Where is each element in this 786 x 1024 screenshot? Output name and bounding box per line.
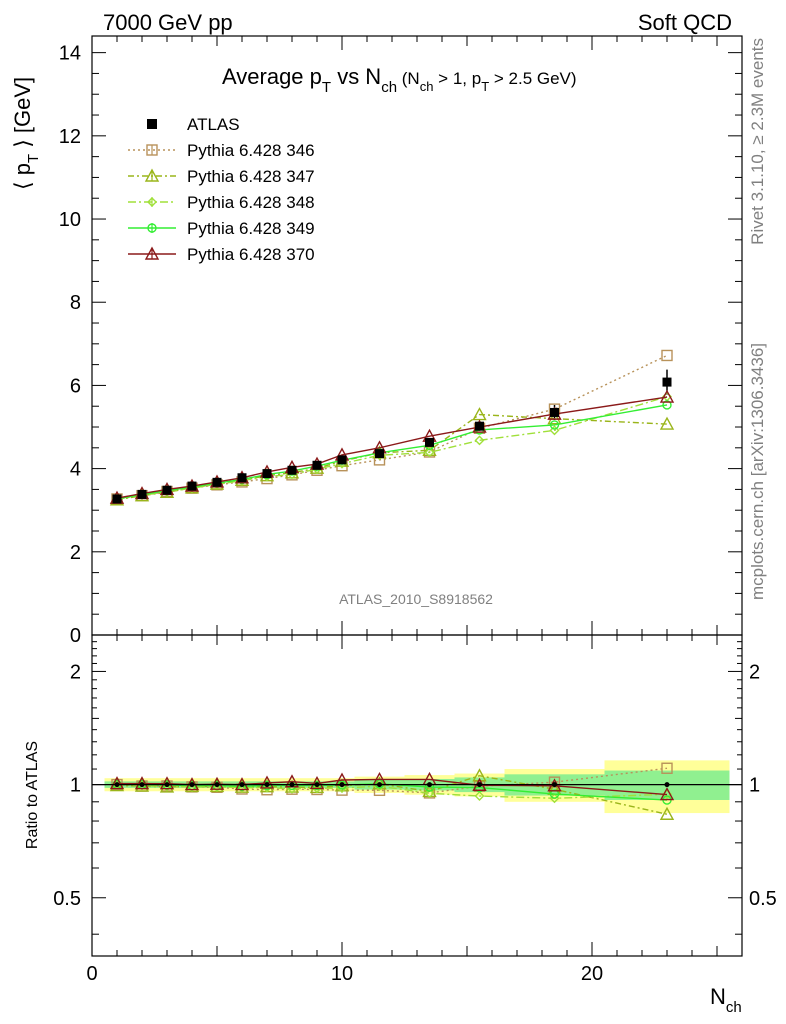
legend-label: Pythia 6.428 349 bbox=[187, 219, 315, 238]
x-tick-label: 20 bbox=[581, 963, 603, 985]
ratio-tick-label-right: 2 bbox=[749, 661, 760, 683]
marker-triangle bbox=[309, 775, 325, 790]
legend-item-1: Pythia 6.428 346 bbox=[128, 141, 315, 160]
y-axis-label: ⟨ pT ⟩ [GeV] bbox=[10, 77, 42, 190]
marker-triangle bbox=[259, 775, 275, 789]
ratio-tick-label-right: 1 bbox=[749, 775, 760, 797]
legend-label-atlas: ATLAS bbox=[187, 115, 240, 134]
marker-triangle bbox=[659, 806, 675, 820]
series-layer bbox=[109, 349, 675, 820]
marker-diamond bbox=[337, 783, 347, 794]
y-tick-label: 14 bbox=[59, 43, 81, 65]
marker-square bbox=[548, 776, 561, 788]
legend-item-5: Pythia 6.428 370 bbox=[128, 245, 315, 264]
legend-label: Pythia 6.428 346 bbox=[187, 141, 315, 160]
legend-item-2: Pythia 6.428 347 bbox=[128, 167, 315, 186]
marker-circle bbox=[147, 223, 157, 233]
series-line-main bbox=[116, 354, 668, 500]
x-axis-label: Nch bbox=[710, 984, 742, 1016]
marker-triangle bbox=[659, 416, 675, 430]
marker-diamond bbox=[474, 791, 485, 802]
series-line-ratio bbox=[116, 775, 668, 815]
legend-label: Pythia 6.428 347 bbox=[187, 167, 315, 186]
ratio-tick-label-right: 0.5 bbox=[749, 888, 777, 910]
marker-filled-square bbox=[662, 377, 672, 387]
y-tick-label: 8 bbox=[70, 292, 81, 314]
marker-triangle bbox=[134, 776, 150, 790]
legend-item-atlas: ATLAS bbox=[147, 115, 240, 134]
ratio-tick-label-left: 2 bbox=[70, 661, 81, 683]
analysis-label: ATLAS_2010_S8918562 bbox=[339, 591, 493, 607]
ratio-tick-label-left: 0.5 bbox=[53, 888, 81, 910]
marker-triangle bbox=[547, 778, 562, 792]
marker-diamond bbox=[287, 783, 297, 794]
marker-diamond bbox=[474, 435, 485, 446]
rivet-label: Rivet 3.1.10, ≥ 2.3M events bbox=[748, 38, 767, 245]
legend-label: Pythia 6.428 348 bbox=[187, 193, 315, 212]
y-tick-label: 10 bbox=[59, 209, 81, 231]
marker-filled-square bbox=[212, 477, 222, 487]
marker-diamond bbox=[312, 783, 322, 794]
legend-item-4: Pythia 6.428 349 bbox=[128, 219, 315, 238]
header-left: 7000 GeV pp bbox=[103, 10, 233, 35]
marker-filled-square bbox=[375, 449, 384, 459]
mcplots-label: mcplots.cern.ch [arXiv:1306.3436] bbox=[748, 343, 767, 600]
marker-diamond bbox=[147, 197, 157, 207]
marker-square bbox=[661, 762, 673, 774]
y-tick-label: 6 bbox=[70, 375, 81, 397]
marker-triangle bbox=[159, 776, 175, 790]
marker-filled-square bbox=[262, 469, 272, 479]
marker-triangle bbox=[422, 442, 437, 457]
marker-filled-square bbox=[162, 485, 172, 495]
legend: ATLAS Pythia 6.428 346 Pythia 6.428 347 Pyt… bbox=[128, 115, 315, 264]
y-tick-label: 0 bbox=[70, 625, 81, 647]
header-right: Soft QCD bbox=[638, 10, 732, 35]
marker-triangle bbox=[144, 168, 160, 182]
marker-triangle bbox=[472, 768, 487, 782]
marker-square bbox=[146, 144, 158, 156]
marker-triangle bbox=[547, 411, 562, 425]
marker-diamond bbox=[549, 425, 560, 436]
legend-label: Pythia 6.428 370 bbox=[187, 245, 315, 264]
marker-circle bbox=[549, 789, 560, 799]
marker-triangle bbox=[144, 246, 160, 260]
marker-filled-square bbox=[112, 494, 122, 504]
ratio-tick-label-left: 1 bbox=[70, 775, 81, 797]
marker-triangle bbox=[209, 776, 225, 790]
marker-filled-square bbox=[137, 489, 147, 499]
marker-filled-square bbox=[287, 465, 297, 475]
marker-filled-square bbox=[475, 421, 484, 431]
legend-item-3: Pythia 6.428 348 bbox=[128, 193, 315, 212]
ratio-y-axis-label: Ratio to ATLAS bbox=[24, 741, 41, 849]
marker-triangle bbox=[109, 776, 125, 790]
marker-filled-square bbox=[147, 119, 157, 129]
marker-triangle bbox=[472, 407, 487, 421]
x-tick-label: 10 bbox=[331, 963, 353, 985]
marker-filled-square bbox=[237, 473, 247, 483]
marker-triangle bbox=[659, 787, 675, 801]
marker-filled-square bbox=[337, 455, 347, 465]
chart-title: Average pT vs Nch (Nch > 1, pT > 2.5 GeV… bbox=[222, 64, 577, 96]
y-tick-label: 12 bbox=[59, 126, 81, 148]
marker-triangle bbox=[659, 389, 675, 403]
series-line-ratio bbox=[116, 778, 668, 796]
marker-square bbox=[661, 349, 673, 362]
marker-filled-square bbox=[187, 481, 197, 491]
series-line-main bbox=[116, 396, 668, 499]
y-tick-label: 4 bbox=[70, 459, 81, 481]
series-1 bbox=[111, 349, 673, 799]
x-tick-label: 0 bbox=[86, 963, 97, 985]
series-2 bbox=[109, 407, 675, 820]
marker-circle bbox=[662, 400, 672, 410]
marker-filled-square bbox=[550, 407, 559, 417]
marker-circle bbox=[549, 420, 560, 430]
marker-diamond bbox=[424, 447, 435, 458]
series-line-main bbox=[116, 395, 668, 500]
y-tick-label: 2 bbox=[70, 542, 81, 564]
marker-filled-square bbox=[425, 437, 434, 447]
marker-diamond bbox=[424, 788, 435, 799]
marker-filled-square bbox=[312, 460, 322, 470]
